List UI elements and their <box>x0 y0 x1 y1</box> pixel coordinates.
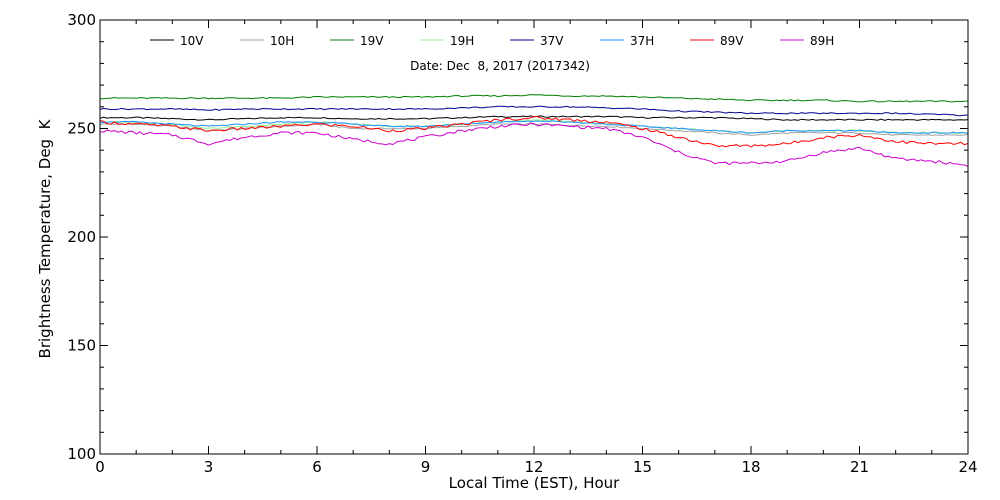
legend-label-89v: 89V <box>720 34 744 48</box>
series-layer <box>99 94 969 168</box>
series-line-89v <box>99 115 969 148</box>
x-tick-label: 12 <box>524 458 543 476</box>
legend-label-19h: 19H <box>450 34 474 48</box>
series-line-19v <box>100 94 969 103</box>
plot-frame <box>99 19 969 455</box>
series-line-10h <box>99 123 969 136</box>
legend: 10V 10H 19V 19H 37V 37H 89V 89H <box>150 34 834 48</box>
x-tick-label: 0 <box>95 458 105 476</box>
legend-label-19v: 19V <box>360 34 384 48</box>
y-tick-label: 150 <box>67 337 96 355</box>
ticks-layer: 0 3 6 9 12 15 18 21 24 100 150 200 250 300 <box>67 11 977 476</box>
legend-label-89h: 89H <box>810 34 834 48</box>
legend-label-10v: 10V <box>180 34 204 48</box>
x-tick-label: 24 <box>958 458 977 476</box>
y-tick-label: 250 <box>67 120 96 138</box>
y-tick-label: 100 <box>67 445 96 463</box>
series-line-89h <box>99 122 969 168</box>
series-line-37v <box>99 105 968 117</box>
x-tick-label: 3 <box>204 458 214 476</box>
series-line-19h <box>99 119 969 134</box>
legend-label-37h: 37H <box>630 34 654 48</box>
series-line-37h <box>99 120 969 135</box>
x-tick-label: 18 <box>741 458 760 476</box>
legend-label-37v: 37V <box>540 34 564 48</box>
x-tick-label: 6 <box>312 458 322 476</box>
y-axis-title: Brightness Temperature, Deg K <box>36 118 54 358</box>
x-tick-label: 15 <box>633 458 652 476</box>
y-tick-label: 200 <box>67 228 96 246</box>
x-tick-label: 21 <box>850 458 869 476</box>
x-tick-label: 9 <box>421 458 431 476</box>
x-axis-title: Local Time (EST), Hour <box>449 474 620 492</box>
legend-label-10h: 10H <box>270 34 294 48</box>
chart-subtitle: Date: Dec 8, 2017 (2017342) <box>410 59 590 73</box>
y-tick-label: 300 <box>67 11 96 29</box>
